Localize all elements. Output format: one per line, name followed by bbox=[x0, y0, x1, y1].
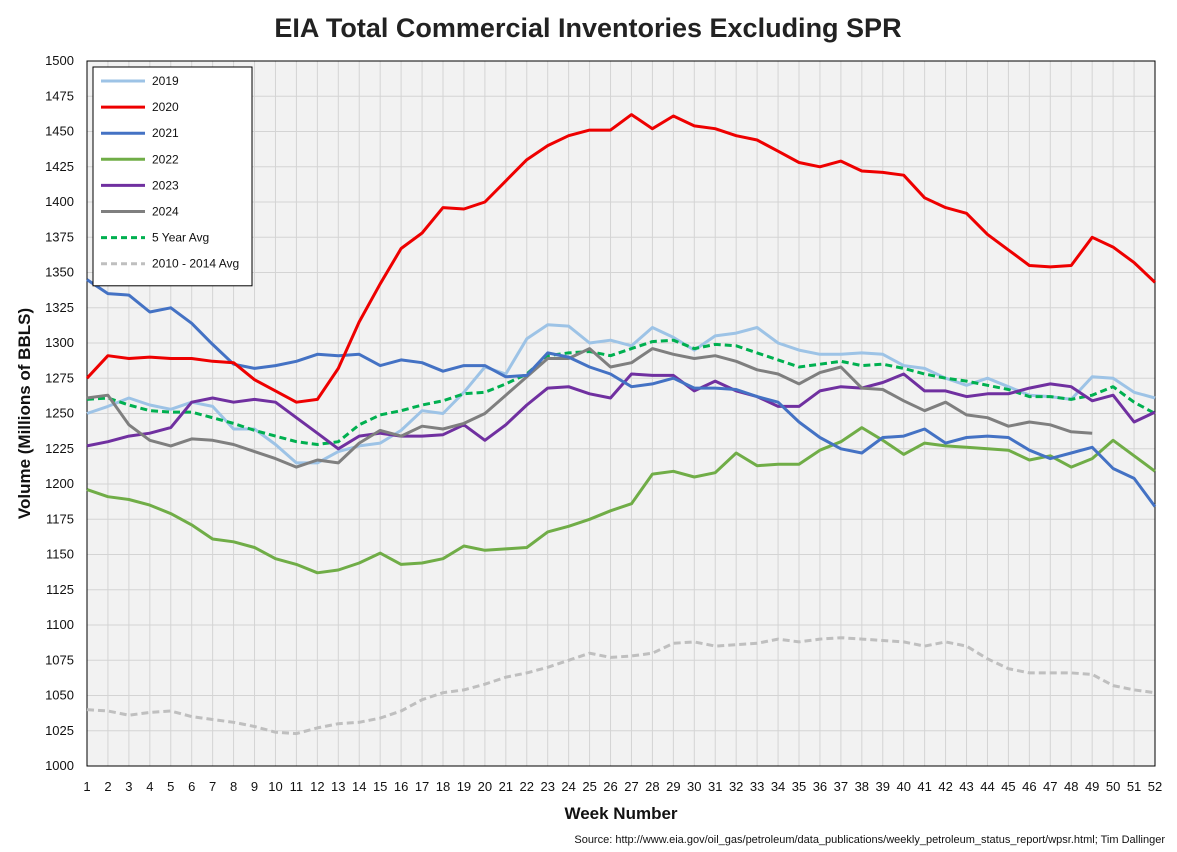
x-tick-label: 38 bbox=[855, 779, 869, 794]
y-axis-title: Volume (Millions of BBLS) bbox=[15, 308, 34, 519]
x-tick-label: 15 bbox=[373, 779, 387, 794]
x-tick-label: 31 bbox=[708, 779, 722, 794]
y-tick-label: 1375 bbox=[45, 229, 74, 244]
x-tick-label: 6 bbox=[188, 779, 195, 794]
x-tick-label: 36 bbox=[813, 779, 827, 794]
x-tick-label: 11 bbox=[290, 779, 304, 794]
x-tick-label: 14 bbox=[352, 779, 366, 794]
legend-label: 2010 - 2014 Avg bbox=[152, 257, 239, 271]
x-tick-label: 29 bbox=[666, 779, 680, 794]
y-tick-label: 1200 bbox=[45, 476, 74, 491]
x-tick-label: 41 bbox=[917, 779, 931, 794]
x-tick-label: 20 bbox=[478, 779, 492, 794]
x-axis-title: Week Number bbox=[564, 804, 677, 823]
x-tick-label: 3 bbox=[125, 779, 132, 794]
x-tick-label: 30 bbox=[687, 779, 701, 794]
x-tick-label: 23 bbox=[540, 779, 554, 794]
y-tick-label: 1325 bbox=[45, 300, 74, 315]
legend-label: 2020 bbox=[152, 100, 179, 114]
x-tick-label: 18 bbox=[436, 779, 450, 794]
x-tick-label: 34 bbox=[771, 779, 785, 794]
x-tick-label: 2 bbox=[104, 779, 111, 794]
x-tick-label: 51 bbox=[1127, 779, 1141, 794]
x-tick-label: 25 bbox=[582, 779, 596, 794]
y-tick-label: 1425 bbox=[45, 159, 74, 174]
x-tick-label: 32 bbox=[729, 779, 743, 794]
x-tick-label: 21 bbox=[499, 779, 513, 794]
x-tick-label: 47 bbox=[1043, 779, 1057, 794]
y-tick-label: 1250 bbox=[45, 406, 74, 421]
x-tick-label: 49 bbox=[1085, 779, 1099, 794]
x-tick-label: 16 bbox=[394, 779, 408, 794]
y-tick-label: 1100 bbox=[46, 617, 74, 632]
legend-label: 5 Year Avg bbox=[152, 231, 209, 245]
x-tick-label: 37 bbox=[834, 779, 848, 794]
x-tick-label: 50 bbox=[1106, 779, 1120, 794]
y-axis-ticks: 1000 1025 1050 1075 1100 1125 1150 1175 1200 1225… bbox=[45, 53, 74, 773]
x-tick-label: 42 bbox=[938, 779, 952, 794]
x-tick-label: 33 bbox=[750, 779, 764, 794]
gridlines bbox=[86, 60, 1156, 767]
y-tick-label: 1500 bbox=[45, 53, 74, 68]
y-tick-label: 1150 bbox=[46, 547, 74, 562]
x-tick-label: 10 bbox=[268, 779, 282, 794]
legend: 2019 2020 2021 2022 2023 2024 5 Year Avg 2010 -… bbox=[92, 66, 253, 287]
x-tick-label: 19 bbox=[457, 779, 471, 794]
y-tick-label: 1050 bbox=[45, 688, 74, 703]
series-line-2024 bbox=[86, 347, 1093, 469]
x-tick-label: 26 bbox=[603, 779, 617, 794]
series-line-5-year-avg bbox=[86, 338, 1156, 446]
legend-label: 2019 bbox=[152, 74, 179, 88]
y-tick-label: 1075 bbox=[45, 652, 74, 667]
series-line-2021 bbox=[86, 278, 1157, 508]
y-tick-label: 1400 bbox=[45, 194, 74, 209]
x-tick-label: 35 bbox=[792, 779, 806, 794]
x-tick-label: 8 bbox=[230, 779, 237, 794]
y-tick-label: 1350 bbox=[45, 265, 74, 280]
x-tick-label: 39 bbox=[876, 779, 890, 794]
x-tick-label: 17 bbox=[415, 779, 429, 794]
x-tick-label: 48 bbox=[1064, 779, 1078, 794]
legend-label: 2022 bbox=[152, 152, 179, 166]
x-tick-label: 12 bbox=[310, 779, 324, 794]
x-tick-label: 52 bbox=[1148, 779, 1162, 794]
source-note: Source: http://www.eia.gov/oil_gas/petro… bbox=[574, 834, 1165, 846]
y-tick-label: 1000 bbox=[45, 758, 74, 773]
x-tick-label: 40 bbox=[896, 779, 910, 794]
x-tick-label: 46 bbox=[1022, 779, 1036, 794]
y-tick-label: 1125 bbox=[46, 582, 74, 597]
x-tick-label: 45 bbox=[1001, 779, 1015, 794]
x-tick-label: 44 bbox=[980, 779, 994, 794]
chart-title: EIA Total Commercial Inventories Excludi… bbox=[274, 13, 901, 43]
x-tick-label: 9 bbox=[251, 779, 258, 794]
x-tick-label: 5 bbox=[167, 779, 174, 794]
x-tick-label: 43 bbox=[959, 779, 973, 794]
y-tick-label: 1225 bbox=[45, 441, 74, 456]
x-axis-ticks: 1 2 3 4 5 6 7 8 9 10 11 12 13 14 15 16 17 18 19 20 21 22 23 24 2… bbox=[83, 779, 1162, 794]
legend-box bbox=[92, 66, 253, 287]
series-line-2022 bbox=[86, 426, 1156, 575]
series-lines bbox=[85, 113, 1157, 736]
x-tick-label: 24 bbox=[561, 779, 575, 794]
y-tick-label: 1475 bbox=[45, 88, 74, 103]
x-tick-label: 22 bbox=[520, 779, 534, 794]
x-tick-label: 4 bbox=[146, 779, 153, 794]
y-tick-label: 1450 bbox=[45, 124, 74, 139]
x-tick-label: 27 bbox=[624, 779, 638, 794]
x-tick-label: 7 bbox=[209, 779, 216, 794]
x-tick-label: 13 bbox=[331, 779, 345, 794]
y-tick-label: 1025 bbox=[45, 723, 74, 738]
y-tick-label: 1300 bbox=[45, 335, 74, 350]
y-tick-label: 1175 bbox=[46, 511, 74, 526]
legend-label: 2021 bbox=[152, 126, 179, 140]
legend-label: 2023 bbox=[152, 178, 179, 192]
x-tick-label: 1 bbox=[83, 779, 90, 794]
x-tick-label: 28 bbox=[645, 779, 659, 794]
legend-label: 2024 bbox=[152, 205, 179, 219]
series-line-2020 bbox=[85, 113, 1157, 404]
series-line-2023 bbox=[86, 372, 1156, 451]
series-line-2010-2014-avg bbox=[86, 636, 1156, 736]
y-tick-label: 1275 bbox=[45, 370, 74, 385]
